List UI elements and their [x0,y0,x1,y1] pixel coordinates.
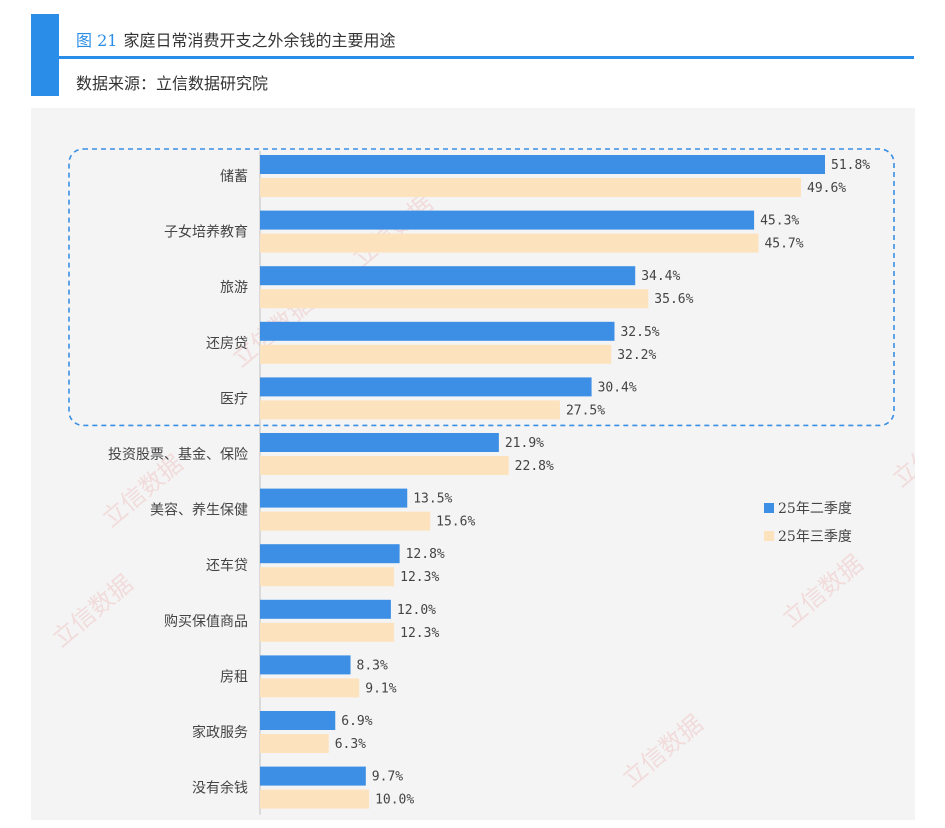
bar-q2 [260,655,351,675]
data-label-q2: 32.5% [620,325,659,340]
bar-q2 [260,766,366,786]
bar-q3 [260,567,395,587]
category-label: 储蓄 [220,169,248,185]
figure-title-text: 家庭日常消费开支之外余钱的主要用途 [123,31,396,50]
data-label-q3: 10.0% [375,793,414,808]
bar-q2 [260,711,336,730]
bar-q2 [260,488,408,508]
data-label-q3: 45.7% [764,237,803,252]
category-label: 还房贷 [206,336,248,352]
bar-q2 [260,599,391,619]
category-label: 家政服务 [192,724,248,741]
data-label-q2: 12.8% [406,547,445,562]
category-label: 投资股票、基金、保险 [108,446,248,463]
bar-q3 [260,178,802,197]
bar-q3 [260,678,360,698]
data-label-q2: 45.3% [760,214,799,229]
bar-q2 [260,377,592,397]
category-label: 还车贷 [206,557,248,574]
data-label-q2: 51.8% [831,158,870,173]
data-label-q3: 27.5% [566,403,605,418]
bar-chart: 立信数据立信数据立信数据立信数据立信数据立信数据立信数据51.8%49.6%储蓄… [47,148,915,815]
bar-q3 [260,734,329,753]
data-label-q2: 21.9% [505,436,544,451]
data-label-q2: 30.4% [598,380,637,395]
bar-q2 [260,433,499,452]
legend-label-q3: 25年三季度 [778,529,852,545]
data-label-q2: 13.5% [413,492,452,507]
bar-q3 [260,344,612,364]
bar-q3 [260,511,431,531]
bar-q3 [260,233,759,253]
bar-q3 [260,456,509,475]
category-label: 医疗 [220,391,248,407]
data-label-q2: 9.7% [372,770,403,785]
bar-q2 [260,266,636,286]
bar-q3 [260,289,649,309]
bar-q3 [260,622,395,642]
watermark-text: 立信数据 [617,709,709,792]
bar-q3 [260,400,560,420]
data-label-q3: 22.8% [515,459,554,474]
watermark-text: 立信数据 [47,569,139,652]
data-label-q2: 8.3% [357,658,388,673]
watermark-text: 立信数据 [347,189,439,272]
data-label-q3: 49.6% [807,181,846,196]
bar-q2 [260,544,400,564]
bar-q2 [260,321,615,341]
title-underline [59,56,914,59]
figure-title: 图 21 家庭日常消费开支之外余钱的主要用途 [76,27,395,51]
legend-swatch-q2 [764,503,774,513]
data-source: 数据来源：立信数据研究院 [76,74,269,93]
data-label-q3: 6.3% [335,737,366,752]
data-label-q2: 12.0% [397,603,436,618]
highlight-box [68,148,895,427]
data-label-q3: 9.1% [365,681,396,696]
watermark-text: 立信数据 [887,409,915,492]
data-label-q3: 32.2% [617,348,656,363]
category-label: 旅游 [220,280,248,296]
watermark-text: 立信数据 [777,549,869,632]
data-label-q2: 34.4% [641,269,680,284]
title-accent-bar [31,14,59,96]
chart-panel: 立信数据 立信数据 立信数据 立信数据 立信数据 立信数据 立信数据 51.8% 49.6% 储蓄… [31,108,915,820]
category-label: 房租 [220,669,248,685]
figure-number: 图 21 [76,31,118,50]
data-label-q3: 12.3% [400,570,439,585]
legend-label-q2: 25年二季度 [778,501,852,517]
data-label-q3: 12.3% [400,626,439,641]
data-label-q3: 15.6% [436,515,475,530]
category-label: 美容、养生保健 [150,502,248,519]
category-label: 没有余钱 [192,780,248,797]
data-label-q3: 35.6% [654,292,693,307]
legend-swatch-q3 [764,531,774,541]
category-label: 子女培养教育 [164,224,248,241]
bar-q2 [260,210,755,230]
bar-q3 [260,789,370,809]
category-label: 购买保值商品 [164,614,248,630]
data-label-q2: 6.9% [341,714,372,729]
bar-q2 [260,155,825,174]
